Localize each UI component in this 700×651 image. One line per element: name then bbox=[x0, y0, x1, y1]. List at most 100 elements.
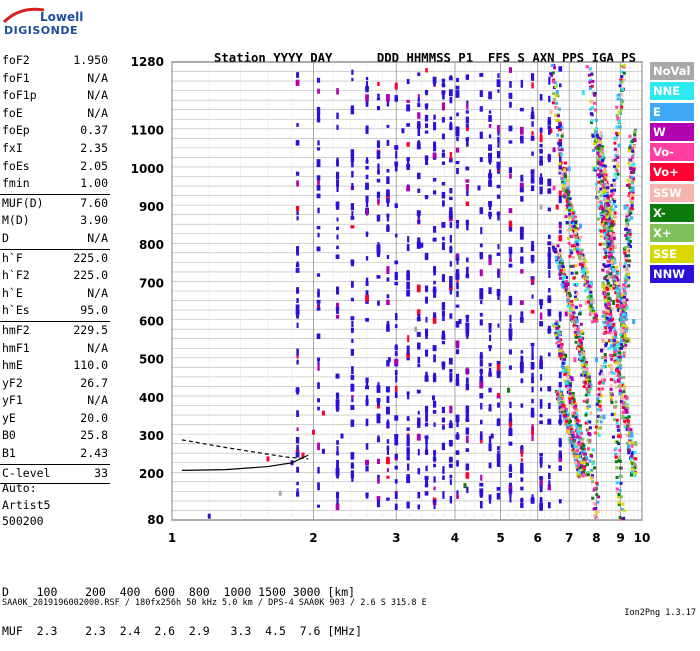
echo-trace bbox=[582, 270, 586, 274]
echo-stripe bbox=[416, 316, 421, 322]
echo-stripe bbox=[350, 216, 355, 220]
echo-stripe bbox=[377, 300, 380, 306]
echo-stripe bbox=[317, 398, 321, 403]
echo-stripe bbox=[547, 261, 551, 269]
echo-trace bbox=[616, 300, 620, 304]
echo-trace bbox=[603, 378, 607, 382]
echo-stripe bbox=[377, 169, 380, 175]
echo-trace bbox=[606, 294, 610, 298]
echo-trace bbox=[631, 468, 635, 472]
echo-stripe bbox=[385, 457, 390, 465]
echo-trace bbox=[617, 355, 621, 359]
echo-trace bbox=[630, 200, 634, 204]
echo-trace bbox=[590, 84, 594, 88]
echo-stripe bbox=[539, 128, 543, 133]
echo-trace bbox=[623, 407, 627, 411]
echo-stripe bbox=[432, 457, 437, 462]
echo-trace bbox=[616, 303, 620, 307]
echo-trace bbox=[560, 174, 564, 178]
echo-stripe bbox=[558, 221, 562, 225]
echo-trace bbox=[563, 357, 567, 361]
echo-trace bbox=[567, 241, 571, 245]
echo-stripe bbox=[520, 269, 524, 274]
echo-stripe bbox=[394, 465, 398, 470]
echo-trace bbox=[567, 236, 571, 240]
echo-trace bbox=[596, 408, 600, 412]
echo-trace bbox=[625, 396, 629, 400]
y-tick-label: 80 bbox=[147, 513, 164, 527]
echo-stripe bbox=[365, 381, 369, 388]
echo-stripe bbox=[336, 124, 339, 130]
echo-stripe bbox=[296, 488, 299, 495]
echo-trace bbox=[628, 146, 632, 150]
echo-stripe bbox=[519, 182, 524, 188]
echo-stripe bbox=[441, 117, 445, 123]
echo-stripe bbox=[350, 383, 355, 392]
logo-product: DIGISONDE bbox=[4, 24, 78, 37]
echo-trace bbox=[563, 372, 567, 376]
echo-trace bbox=[614, 385, 618, 389]
echo-trace bbox=[630, 201, 634, 205]
echo-trace bbox=[590, 100, 594, 104]
echo-trace bbox=[616, 425, 620, 429]
echo-stripe bbox=[520, 196, 524, 202]
echo-stripe bbox=[539, 177, 544, 185]
echo-trace bbox=[568, 197, 572, 201]
echo-trace bbox=[616, 97, 620, 101]
echo-stripe bbox=[496, 252, 501, 256]
echo-stripe bbox=[547, 207, 551, 212]
echo-trace bbox=[580, 366, 584, 370]
echo-trace bbox=[557, 333, 561, 337]
echo-trace bbox=[605, 278, 609, 282]
echo-trace bbox=[592, 148, 596, 152]
legend-nne: NNE bbox=[650, 82, 694, 101]
echo-trace bbox=[562, 189, 566, 193]
echo-trace bbox=[564, 282, 568, 286]
echo-trace bbox=[583, 450, 587, 454]
echo-trace bbox=[609, 364, 613, 368]
echo-trace bbox=[609, 353, 613, 357]
echo-stripe bbox=[466, 335, 469, 340]
echo-trace bbox=[574, 305, 578, 309]
echo-trace bbox=[575, 320, 579, 324]
echo-stripe bbox=[365, 182, 369, 190]
echo-stripe bbox=[417, 112, 421, 119]
echo-stripe bbox=[417, 504, 421, 510]
data-point-e bbox=[567, 166, 571, 172]
echo-trace bbox=[606, 281, 610, 285]
echo-trace bbox=[615, 357, 619, 361]
echo-trace bbox=[557, 344, 561, 348]
echo-stripe bbox=[539, 420, 543, 425]
echo-stripe bbox=[456, 494, 459, 499]
echo-trace bbox=[584, 413, 588, 417]
echo-trace bbox=[576, 227, 580, 231]
echo-trace bbox=[630, 431, 634, 435]
echo-trace bbox=[555, 336, 559, 340]
echo-trace bbox=[563, 360, 567, 364]
echo-stripe bbox=[530, 254, 535, 262]
echo-stripe bbox=[547, 308, 552, 316]
echo-trace bbox=[606, 259, 610, 263]
param-value: 25.8 bbox=[80, 428, 108, 443]
echo-trace bbox=[603, 231, 607, 235]
echo-stripe bbox=[394, 503, 398, 510]
echo-trace bbox=[614, 330, 618, 334]
data-point-ssw bbox=[584, 299, 588, 305]
echo-trace bbox=[625, 433, 629, 437]
echo-stripe bbox=[442, 491, 445, 499]
echo-stripe bbox=[386, 224, 390, 228]
echo-stripe bbox=[479, 494, 483, 498]
echo-trace bbox=[622, 509, 626, 513]
data-point-sse bbox=[609, 395, 613, 401]
echo-trace bbox=[619, 366, 623, 370]
echo-trace bbox=[564, 354, 568, 358]
echo-stripe bbox=[433, 463, 437, 468]
echo-trace bbox=[584, 368, 588, 372]
x-tick-label: 3 bbox=[392, 531, 400, 545]
param-label: MUF(D) bbox=[2, 195, 44, 210]
echo-trace bbox=[625, 306, 629, 310]
echo-stripe bbox=[479, 368, 483, 374]
echo-trace bbox=[568, 382, 572, 386]
echo-trace bbox=[560, 277, 564, 281]
echo-trace bbox=[612, 178, 616, 182]
